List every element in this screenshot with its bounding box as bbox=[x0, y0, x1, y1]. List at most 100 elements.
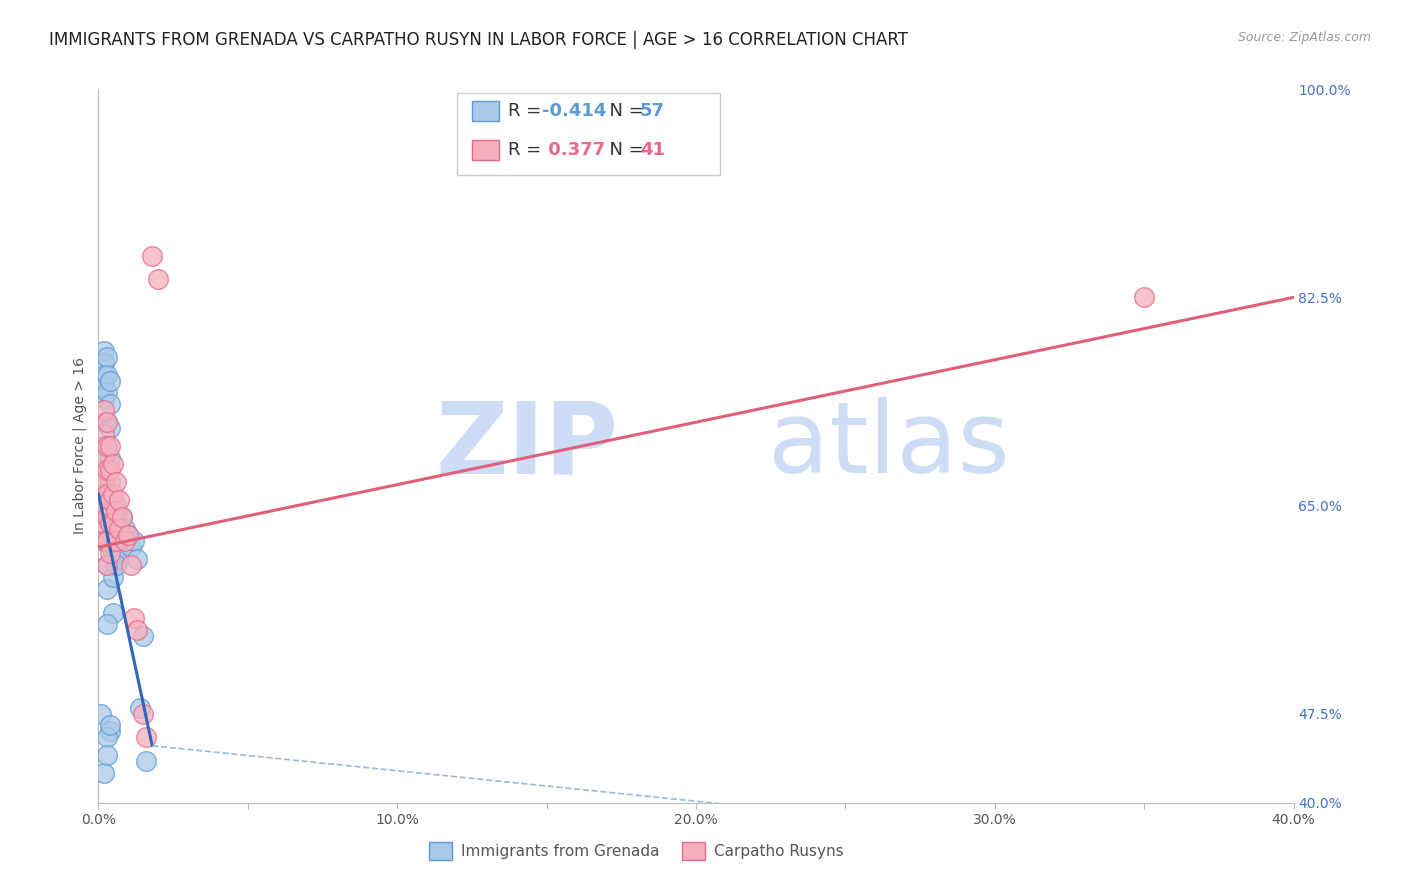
Point bbox=[93, 534, 115, 549]
Point bbox=[105, 534, 128, 549]
Point bbox=[103, 546, 125, 560]
Point bbox=[98, 374, 122, 388]
Point bbox=[96, 534, 118, 549]
Point bbox=[98, 718, 122, 732]
Point bbox=[105, 504, 128, 518]
Point bbox=[124, 534, 146, 549]
Point bbox=[98, 439, 122, 453]
Text: IMMIGRANTS FROM GRENADA VS CARPATHO RUSYN IN LABOR FORCE | AGE > 16 CORRELATION : IMMIGRANTS FROM GRENADA VS CARPATHO RUSY… bbox=[49, 31, 908, 49]
Point bbox=[96, 510, 118, 524]
Point bbox=[111, 510, 134, 524]
Point bbox=[93, 766, 115, 780]
Point bbox=[108, 552, 131, 566]
Legend: Immigrants from Grenada, Carpatho Rusyns: Immigrants from Grenada, Carpatho Rusyns bbox=[422, 836, 851, 866]
Point bbox=[141, 249, 163, 263]
Point bbox=[96, 415, 118, 429]
Point bbox=[96, 350, 118, 364]
Text: 0.377: 0.377 bbox=[541, 141, 605, 159]
Point bbox=[96, 463, 118, 477]
Point bbox=[105, 558, 128, 572]
Point bbox=[96, 534, 118, 549]
Point bbox=[103, 606, 125, 620]
Point bbox=[93, 516, 115, 531]
Point bbox=[124, 611, 146, 625]
Point bbox=[127, 552, 149, 566]
Point bbox=[132, 629, 155, 643]
Point bbox=[98, 492, 122, 507]
Point bbox=[96, 385, 118, 400]
Point bbox=[93, 368, 115, 382]
Point bbox=[108, 522, 131, 536]
Text: 57: 57 bbox=[640, 103, 665, 120]
Point bbox=[96, 463, 118, 477]
Point bbox=[117, 528, 139, 542]
Point bbox=[98, 546, 122, 560]
Point bbox=[93, 499, 115, 513]
Point bbox=[96, 558, 118, 572]
Point bbox=[96, 510, 118, 524]
Point bbox=[98, 450, 122, 465]
Point bbox=[96, 486, 118, 500]
FancyBboxPatch shape bbox=[472, 101, 499, 121]
Point bbox=[93, 379, 115, 393]
Point bbox=[96, 731, 118, 745]
Text: ZIP: ZIP bbox=[436, 398, 619, 494]
Y-axis label: In Labor Force | Age > 16: In Labor Force | Age > 16 bbox=[73, 358, 87, 534]
Point bbox=[117, 528, 139, 542]
Point bbox=[103, 522, 125, 536]
Point bbox=[93, 343, 115, 358]
Point bbox=[105, 499, 128, 513]
Point bbox=[98, 516, 122, 531]
Point bbox=[93, 427, 115, 442]
Point bbox=[103, 516, 125, 531]
Point bbox=[93, 392, 115, 406]
Point bbox=[105, 522, 128, 536]
Point bbox=[105, 546, 128, 560]
Point bbox=[96, 558, 118, 572]
Point bbox=[96, 415, 118, 429]
Point bbox=[96, 748, 118, 763]
Point bbox=[93, 403, 115, 417]
Text: Source: ZipAtlas.com: Source: ZipAtlas.com bbox=[1237, 31, 1371, 45]
Text: atlas: atlas bbox=[768, 398, 1010, 494]
Point bbox=[108, 528, 131, 542]
FancyBboxPatch shape bbox=[472, 140, 499, 160]
Point bbox=[90, 463, 112, 477]
Point bbox=[93, 415, 115, 429]
Point bbox=[93, 450, 115, 465]
Point bbox=[103, 486, 125, 500]
Point bbox=[90, 486, 112, 500]
Point bbox=[93, 463, 115, 477]
Point bbox=[129, 700, 152, 714]
Point bbox=[96, 368, 118, 382]
Point bbox=[98, 421, 122, 435]
Point bbox=[127, 624, 149, 638]
Point bbox=[1133, 290, 1156, 304]
Point bbox=[135, 754, 157, 768]
Text: -0.414: -0.414 bbox=[541, 103, 606, 120]
Point bbox=[132, 706, 155, 721]
Point bbox=[103, 504, 125, 518]
Point bbox=[98, 724, 122, 739]
Point bbox=[108, 492, 131, 507]
Text: N =: N = bbox=[598, 141, 650, 159]
Point bbox=[148, 272, 170, 286]
Point bbox=[120, 558, 142, 572]
Point bbox=[93, 510, 115, 524]
Point bbox=[93, 475, 115, 489]
Text: N =: N = bbox=[598, 103, 650, 120]
Point bbox=[98, 522, 122, 536]
Point bbox=[96, 439, 118, 453]
Point bbox=[98, 397, 122, 411]
Text: R =: R = bbox=[509, 141, 547, 159]
Point bbox=[93, 356, 115, 370]
Point bbox=[96, 486, 118, 500]
Point bbox=[111, 510, 134, 524]
Point bbox=[105, 475, 128, 489]
Text: R =: R = bbox=[509, 103, 547, 120]
Point bbox=[98, 475, 122, 489]
Text: 41: 41 bbox=[640, 141, 665, 159]
Point bbox=[90, 706, 112, 721]
Point bbox=[120, 540, 142, 554]
Point bbox=[93, 439, 115, 453]
